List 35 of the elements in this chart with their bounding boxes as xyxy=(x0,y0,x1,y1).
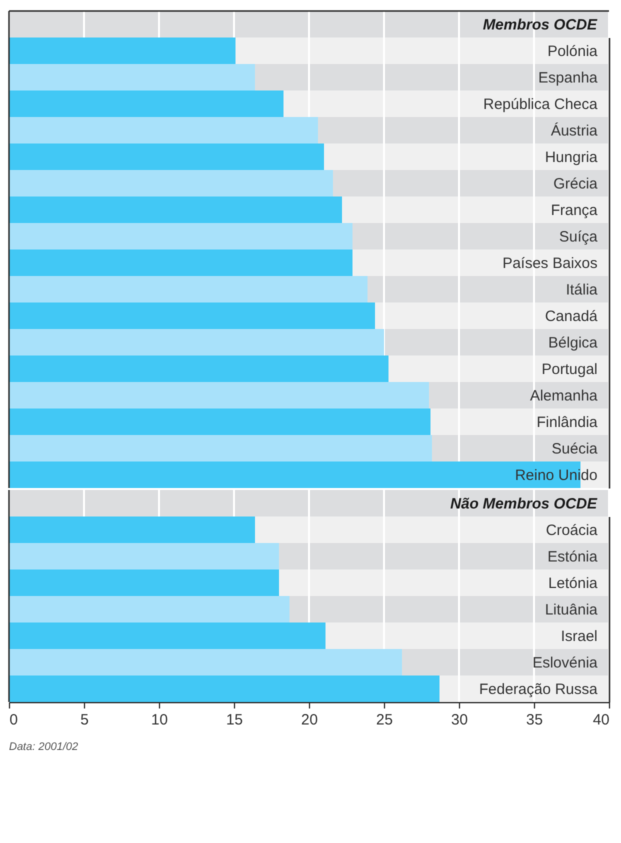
x-tick-label: 5 xyxy=(80,712,89,728)
y-tick-label: Israel xyxy=(560,628,598,645)
y-tick-label: Suíça xyxy=(559,228,598,246)
x-tick-label: 25 xyxy=(376,712,393,728)
x-tick-label: 10 xyxy=(151,712,168,728)
chart-title: Não Membros OCDE xyxy=(450,495,598,512)
y-tick-label: Finlândia xyxy=(536,414,598,431)
y-tick-label: Federação Russa xyxy=(479,680,598,698)
y-tick-label: Estónia xyxy=(547,548,598,566)
y-tick-label: Eslovénia xyxy=(532,654,598,672)
y-tick-label: Polónia xyxy=(547,42,598,60)
y-tick-label: Áustria xyxy=(550,121,598,140)
y-tick-label: Bélgica xyxy=(548,334,598,352)
x-tick-label: 35 xyxy=(526,712,543,728)
y-tick-label: Letónia xyxy=(548,574,598,592)
x-tick-label: 0 xyxy=(10,712,18,728)
y-tick-label: França xyxy=(550,202,598,219)
y-tick-label: Espanha xyxy=(538,69,598,86)
x-tick-label: 15 xyxy=(226,712,243,728)
x-tick-label: 20 xyxy=(301,712,318,728)
y-tick-label: Países Baixos xyxy=(502,254,598,272)
y-tick-label: Itália xyxy=(566,281,598,298)
chart-title: Membros OCDE xyxy=(482,16,598,34)
y-tick-label: Suécia xyxy=(552,440,598,458)
x-tick-label: 30 xyxy=(451,712,468,728)
y-tick-label: Lituânia xyxy=(544,601,598,618)
y-tick-label: Croácia xyxy=(546,522,598,539)
y-tick-label: Alemanha xyxy=(530,387,598,404)
x-tick-label: 40 xyxy=(592,712,610,728)
y-tick-label: Canadá xyxy=(544,308,598,325)
y-tick-label: Hungria xyxy=(544,148,598,166)
y-tick-label: Portugal xyxy=(542,360,598,378)
text: Data: 2001/02 xyxy=(9,741,78,753)
y-tick-label: Grécia xyxy=(553,175,598,192)
y-tick-label: República Checa xyxy=(483,96,598,113)
